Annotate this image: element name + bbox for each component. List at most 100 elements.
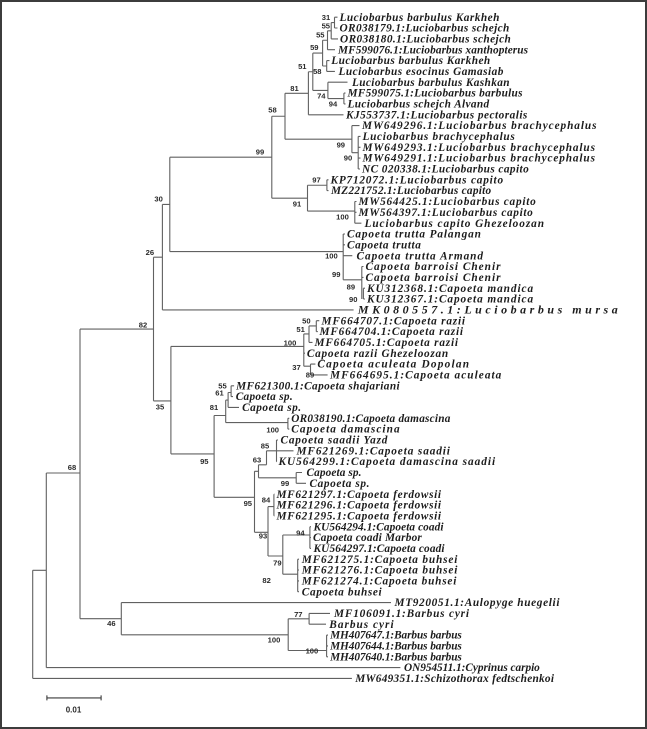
svg-text:37: 37 xyxy=(292,363,300,372)
svg-text:63: 63 xyxy=(253,455,261,464)
svg-text:82: 82 xyxy=(139,321,147,330)
svg-text:58: 58 xyxy=(313,67,321,76)
svg-text:97: 97 xyxy=(312,176,320,185)
svg-text:99: 99 xyxy=(332,270,340,279)
svg-text:KU312368.1:Capoeta mandica: KU312368.1:Capoeta mandica xyxy=(366,283,534,295)
svg-text:46: 46 xyxy=(107,619,115,628)
svg-text:Capoeta trutta Palangan: Capoeta trutta Palangan xyxy=(347,229,482,241)
svg-text:85: 85 xyxy=(261,441,270,450)
svg-text:95: 95 xyxy=(244,499,253,508)
svg-text:Luciobarbus schejch Alvand: Luciobarbus schejch Alvand xyxy=(347,99,490,111)
svg-text:KJ553737.1:Luciobarbus pectora: KJ553737.1:Luciobarbus pectoralis xyxy=(345,109,528,121)
svg-text:50: 50 xyxy=(302,317,310,326)
svg-text:79: 79 xyxy=(273,558,281,567)
svg-text:99: 99 xyxy=(256,148,264,157)
svg-text:95: 95 xyxy=(200,457,209,466)
svg-text:MW649293.1:Luciobarbus brachyc: MW649293.1:Luciobarbus brachycephalus xyxy=(362,142,596,154)
svg-text:Barbus cyri: Barbus cyri xyxy=(328,619,394,631)
svg-text:94: 94 xyxy=(329,100,338,109)
svg-text:Luciobarbus capito Ghezeloozan: Luciobarbus capito Ghezeloozan xyxy=(364,218,545,230)
svg-text:100: 100 xyxy=(336,213,349,222)
svg-text:100: 100 xyxy=(284,339,297,348)
svg-text:MH407647.1:Barbus barbus: MH407647.1:Barbus barbus xyxy=(329,630,462,642)
svg-text:MW564397.1:Luciobarbus capito: MW564397.1:Luciobarbus capito xyxy=(358,207,534,219)
svg-text:MF621297.1:Capoeta ferdowsii: MF621297.1:Capoeta ferdowsii xyxy=(276,489,442,501)
svg-text:90: 90 xyxy=(349,295,357,304)
svg-text:51: 51 xyxy=(296,325,305,334)
svg-text:OR038180.1:Luciobarbus schejch: OR038180.1:Luciobarbus schejch xyxy=(340,34,511,46)
svg-text:61: 61 xyxy=(215,389,224,398)
svg-text:Luciobarbus barbulus Karkheh: Luciobarbus barbulus Karkheh xyxy=(339,12,500,24)
svg-text:Capoeta barroisi Chenir: Capoeta barroisi Chenir xyxy=(366,261,502,273)
svg-text:MF664705.1:Capoeta razii: MF664705.1:Capoeta razii xyxy=(314,337,459,349)
svg-text:100: 100 xyxy=(306,646,319,655)
svg-text:MF599076.1:Luciobarbus xanthop: MF599076.1:Luciobarbus xanthopterus xyxy=(337,44,529,56)
svg-text:MF621274.1:Capoeta buhsei: MF621274.1:Capoeta buhsei xyxy=(301,576,457,588)
svg-text:26: 26 xyxy=(146,248,154,257)
svg-text:Capoeta sp.: Capoeta sp. xyxy=(307,467,362,479)
svg-text:74: 74 xyxy=(317,92,326,101)
svg-text:59: 59 xyxy=(310,43,318,52)
svg-text:Capoeta sp.: Capoeta sp. xyxy=(236,391,293,403)
svg-text:MW649296.1:Luciobarbus brachyc: MW649296.1:Luciobarbus brachycephalus xyxy=(361,120,597,132)
svg-text:MZ221752.1:Luciobarbus capito: MZ221752.1:Luciobarbus capito xyxy=(330,185,491,197)
svg-text:99: 99 xyxy=(281,479,289,488)
svg-text:MW649351.1:Schizothorax fedtsc: MW649351.1:Schizothorax fedtschenkoi xyxy=(354,673,555,685)
svg-text:MF664695.1:Capoeta aculeata: MF664695.1:Capoeta aculeata xyxy=(329,370,502,382)
svg-text:55: 55 xyxy=(316,31,325,40)
svg-text:89: 89 xyxy=(306,371,314,380)
svg-text:MH407640.1:Barbus barbus: MH407640.1:Barbus barbus xyxy=(329,651,462,663)
svg-text:NC 020338.1:Luciobarbus capito: NC 020338.1:Luciobarbus capito xyxy=(361,164,529,176)
svg-text:KU564299.1:Capoeta damascina s: KU564299.1:Capoeta damascina saadii xyxy=(278,456,497,468)
svg-text:51: 51 xyxy=(298,62,307,71)
svg-text:MT920051.1:Aulopyge huegelii: MT920051.1:Aulopyge huegelii xyxy=(394,597,561,609)
svg-text:55: 55 xyxy=(218,382,227,391)
svg-text:100: 100 xyxy=(266,426,279,435)
svg-text:99: 99 xyxy=(337,141,345,150)
svg-text:30: 30 xyxy=(154,195,162,204)
svg-text:55: 55 xyxy=(322,22,331,31)
svg-text:58: 58 xyxy=(268,106,276,115)
svg-text:MF664707.1:Capoeta razii: MF664707.1:Capoeta razii xyxy=(321,315,466,327)
svg-text:Capoeta trutta: Capoeta trutta xyxy=(347,239,421,251)
svg-text:MW564425.1:Luciobarbus capito: MW564425.1:Luciobarbus capito xyxy=(358,196,537,208)
svg-text:93: 93 xyxy=(259,532,267,541)
svg-text:KU312367.1:Capoeta mandica: KU312367.1:Capoeta mandica xyxy=(366,294,534,306)
svg-text:Capoeta razii Ghezeloozan: Capoeta razii Ghezeloozan xyxy=(307,348,449,360)
svg-text:31: 31 xyxy=(322,13,331,22)
svg-text:89: 89 xyxy=(347,283,355,292)
svg-text:MF621276.1:Capoeta buhsei: MF621276.1:Capoeta buhsei xyxy=(301,565,458,577)
svg-text:OR038179.1:Luciobarbus schejch: OR038179.1:Luciobarbus schejch xyxy=(340,23,510,35)
svg-text:94: 94 xyxy=(296,529,305,538)
svg-text:MH407644.1:Barbus barbus: MH407644.1:Barbus barbus xyxy=(329,641,462,653)
svg-text:91: 91 xyxy=(293,200,302,209)
svg-text:82: 82 xyxy=(262,576,270,585)
svg-text:MF664704.1:Capoeta razii: MF664704.1:Capoeta razii xyxy=(319,326,464,338)
svg-text:MF621269.1:Capoeta saadii: MF621269.1:Capoeta saadii xyxy=(296,445,451,457)
svg-text:84: 84 xyxy=(262,496,271,505)
svg-text:Capoeta sp.: Capoeta sp. xyxy=(242,402,301,414)
svg-text:Capoeta sp.: Capoeta sp. xyxy=(310,478,371,490)
svg-text:MF621296.1:Capoeta ferdowsii: MF621296.1:Capoeta ferdowsii xyxy=(276,500,442,512)
svg-text:MF621295.1:Capoeta ferdowsii: MF621295.1:Capoeta ferdowsii xyxy=(276,510,442,522)
svg-text:35: 35 xyxy=(156,402,165,411)
svg-text:MF621275.1:Capoeta buhsei: MF621275.1:Capoeta buhsei xyxy=(301,554,458,566)
svg-text:KP712072.1:Luciobarbus capito: KP712072.1:Luciobarbus capito xyxy=(330,174,504,186)
svg-text:Capoeta saadii Yazd: Capoeta saadii Yazd xyxy=(281,435,389,447)
svg-text:OR038190.1:Capoeta damascina: OR038190.1:Capoeta damascina xyxy=(291,413,450,425)
svg-text:MF106091.1:Barbus cyri: MF106091.1:Barbus cyri xyxy=(333,608,470,620)
svg-text:MF599075.1:Luciobarbus barbulu: MF599075.1:Luciobarbus barbulus xyxy=(347,88,524,100)
svg-text:81: 81 xyxy=(210,403,219,412)
svg-text:100: 100 xyxy=(268,636,281,645)
svg-text:Luciobarbus esocinus Gamasiab: Luciobarbus esocinus Gamasiab xyxy=(338,66,504,78)
svg-text:MK080557.1:Luciobarbus mursa: MK080557.1:Luciobarbus mursa xyxy=(357,303,621,317)
svg-text:Capoeta damascina: Capoeta damascina xyxy=(291,424,400,436)
svg-text:KU564297.1:Capoeta coadi: KU564297.1:Capoeta coadi xyxy=(313,543,446,555)
svg-text:Capoeta barroisi Chenir: Capoeta barroisi Chenir xyxy=(366,272,502,284)
svg-text:MW649291.1:Luciobarbus brachyc: MW649291.1:Luciobarbus brachycephalus xyxy=(362,153,596,165)
svg-text:90: 90 xyxy=(344,154,352,163)
svg-text:MF621300.1:Capoeta shajariani: MF621300.1:Capoeta shajariani xyxy=(235,380,400,392)
svg-text:77: 77 xyxy=(294,610,302,619)
svg-text:Luciobarbus barbulus Karkheh: Luciobarbus barbulus Karkheh xyxy=(330,55,490,67)
svg-text:KU564294.1:Capoeta coadi: KU564294.1:Capoeta coadi xyxy=(313,521,445,533)
